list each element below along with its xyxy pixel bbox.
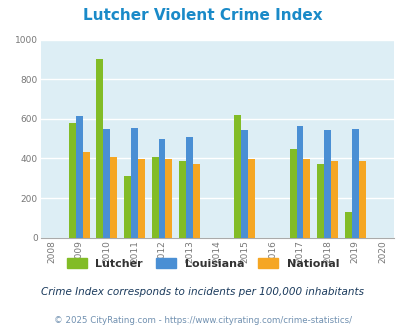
Text: Lutcher Violent Crime Index: Lutcher Violent Crime Index xyxy=(83,8,322,23)
Bar xyxy=(247,159,254,238)
Bar xyxy=(179,161,186,238)
Bar xyxy=(186,137,193,238)
Text: Crime Index corresponds to incidents per 100,000 inhabitants: Crime Index corresponds to incidents per… xyxy=(41,287,364,297)
Bar xyxy=(76,116,83,238)
Bar xyxy=(96,59,103,238)
Bar xyxy=(296,126,303,238)
Bar xyxy=(241,130,247,238)
Bar xyxy=(151,157,158,238)
Bar xyxy=(165,159,172,238)
Legend: Lutcher, Louisiana, National: Lutcher, Louisiana, National xyxy=(63,255,342,272)
Bar xyxy=(131,128,138,238)
Bar xyxy=(124,176,131,238)
Bar xyxy=(103,129,110,238)
Bar xyxy=(234,115,241,238)
Bar xyxy=(303,159,309,238)
Bar xyxy=(316,164,323,238)
Bar xyxy=(83,152,90,238)
Bar xyxy=(289,148,296,238)
Bar xyxy=(158,139,165,238)
Bar xyxy=(344,212,351,238)
Bar xyxy=(69,123,76,238)
Bar xyxy=(110,157,117,238)
Bar xyxy=(193,164,200,238)
Bar xyxy=(358,161,364,238)
Bar xyxy=(351,129,358,238)
Bar xyxy=(138,159,145,238)
Bar xyxy=(323,130,330,238)
Bar xyxy=(330,161,337,238)
Text: © 2025 CityRating.com - https://www.cityrating.com/crime-statistics/: © 2025 CityRating.com - https://www.city… xyxy=(54,316,351,325)
